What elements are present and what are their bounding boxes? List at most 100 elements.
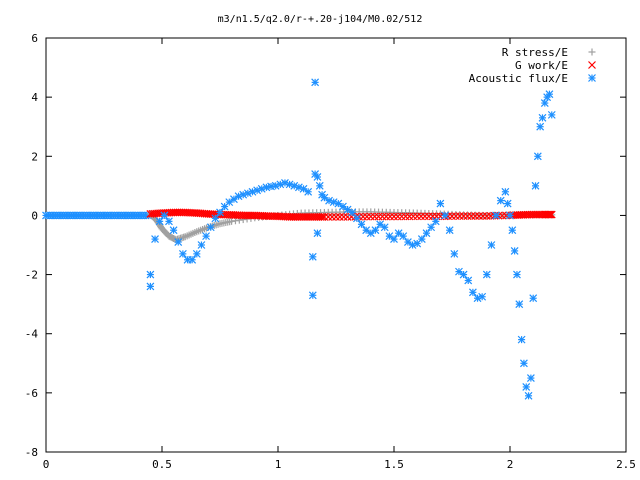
data-point	[206, 223, 215, 232]
data-point	[390, 235, 398, 244]
x-tick-label: 0	[43, 458, 50, 471]
data-point	[506, 211, 514, 220]
data-point	[436, 199, 445, 208]
data-point	[178, 249, 187, 258]
data-point	[308, 252, 317, 261]
data-point	[508, 226, 517, 235]
legend-marker	[588, 48, 596, 56]
data-point	[165, 217, 173, 226]
data-point	[155, 217, 164, 226]
data-point	[192, 249, 201, 258]
data-point	[313, 173, 322, 181]
data-point	[441, 211, 449, 220]
data-point	[538, 113, 547, 122]
x-tick-label: 0.5	[152, 458, 172, 471]
data-point	[188, 255, 197, 264]
legend-label: Acoustic flux/E	[469, 72, 568, 85]
legend-label: G work/E	[515, 59, 568, 72]
data-point	[547, 210, 556, 219]
data-point	[151, 235, 159, 244]
series-2	[146, 78, 556, 400]
data-point	[394, 229, 403, 238]
data-point	[399, 232, 408, 241]
data-point	[531, 181, 540, 190]
data-point	[473, 294, 482, 303]
x-tick-label: 1	[275, 458, 282, 471]
data-point	[311, 78, 320, 87]
data-point	[545, 90, 554, 99]
data-point	[211, 214, 220, 223]
data-point	[352, 214, 361, 223]
chart-title: m3/n1.5/q2.0/r-+.20-j104/M0.02/512	[218, 14, 423, 25]
data-point	[408, 241, 417, 249]
data-point	[492, 211, 501, 220]
data-point	[257, 184, 266, 193]
data-point	[304, 187, 313, 196]
data-point	[536, 122, 545, 131]
data-point	[146, 282, 155, 291]
data-point	[515, 300, 524, 309]
data-point	[517, 335, 526, 344]
legend-marker	[588, 74, 596, 82]
data-point	[313, 229, 322, 238]
legend-label: R stress/E	[502, 46, 568, 59]
data-point	[308, 291, 317, 300]
data-point	[290, 181, 299, 190]
data-point	[197, 241, 206, 249]
data-point	[431, 217, 440, 226]
plot-frame	[45, 37, 627, 453]
data-point	[545, 210, 554, 219]
data-point	[450, 249, 459, 258]
plot-area: 0 0.5 1 1.5 2 2.5 -8 -6 -4 -2 0 2 4 6	[25, 32, 636, 471]
legend-marker	[588, 61, 596, 69]
data-point	[547, 110, 556, 119]
x-tick-label: 2	[507, 458, 514, 471]
data-point	[510, 246, 519, 255]
data-point	[174, 238, 183, 246]
data-point	[513, 270, 521, 279]
data-point	[445, 226, 454, 235]
data-point	[544, 210, 553, 219]
data-point	[546, 210, 555, 219]
data-point	[422, 229, 431, 238]
data-point	[468, 288, 477, 297]
y-tick-label: 0	[31, 209, 38, 222]
data-point	[496, 196, 505, 205]
y-tick-label: 2	[31, 150, 38, 163]
data-point	[519, 359, 528, 368]
data-point	[464, 276, 473, 285]
data-point	[482, 270, 491, 279]
data-point	[202, 232, 211, 241]
data-point	[216, 208, 224, 217]
data-point	[160, 211, 169, 220]
data-point	[357, 220, 366, 229]
data-point	[417, 235, 426, 244]
data-point	[239, 190, 248, 199]
y-tick-label: 4	[31, 91, 38, 104]
y-tick-label: -6	[25, 387, 38, 400]
x-tick-label: 2.5	[616, 458, 636, 471]
data-point	[371, 226, 380, 235]
y-tick-label: -8	[25, 446, 38, 459]
data-point	[234, 192, 243, 201]
data-point	[366, 229, 375, 238]
data-point	[299, 184, 308, 193]
y-tick-label: 6	[31, 32, 38, 45]
data-point	[487, 241, 496, 249]
data-point	[315, 181, 324, 190]
data-point	[501, 187, 510, 196]
data-point	[225, 198, 234, 207]
data-point	[540, 99, 549, 107]
data-point	[281, 178, 289, 187]
acoustic-baseline-group	[42, 211, 153, 220]
data-point	[146, 270, 155, 279]
data-point	[503, 199, 512, 208]
x-tick-label: 1.5	[384, 458, 404, 471]
data-point	[348, 208, 357, 217]
data-point	[169, 226, 178, 235]
data-point	[262, 183, 271, 192]
data-point	[380, 223, 389, 232]
